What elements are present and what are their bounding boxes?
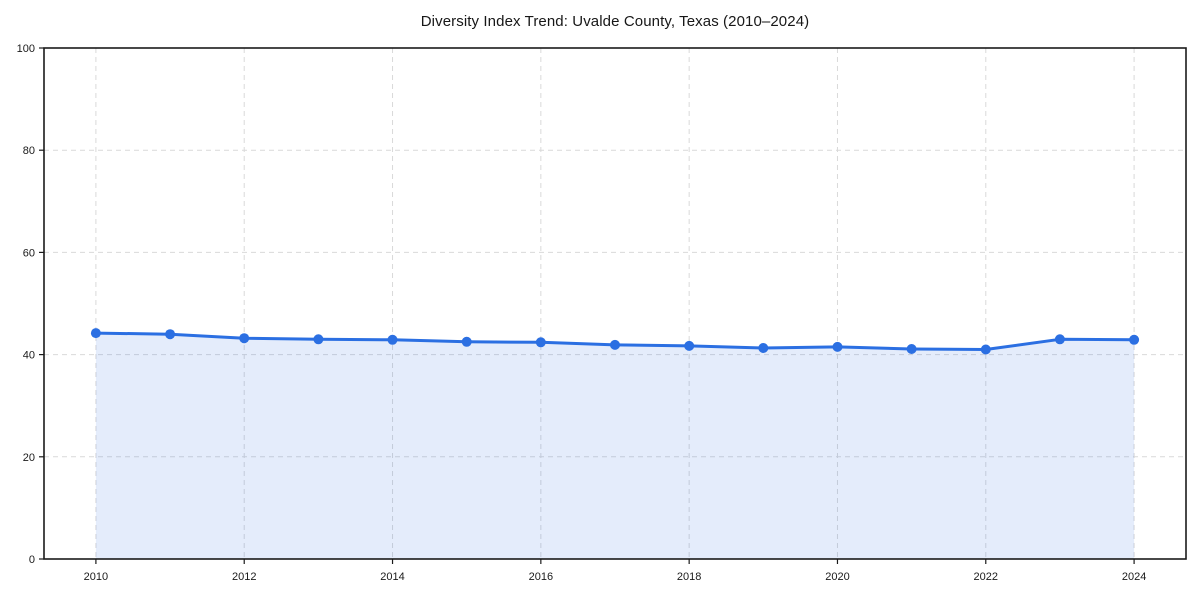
data-point-marker (1129, 334, 1140, 345)
y-tick-label: 60 (23, 247, 35, 259)
data-point-marker (535, 337, 546, 348)
x-tick-label: 2014 (380, 571, 404, 583)
data-point-marker (758, 343, 769, 353)
x-tick-label: 2010 (84, 571, 108, 583)
y-tick-label: 20 (23, 452, 35, 464)
data-point-marker (313, 334, 324, 345)
y-tick-label: 0 (29, 554, 35, 566)
y-tick-label: 40 (23, 350, 35, 362)
data-point-marker (90, 328, 101, 339)
data-point-marker (980, 344, 991, 355)
data-point-marker (461, 336, 472, 347)
data-point-marker (906, 344, 917, 354)
x-tick-label: 2012 (232, 571, 256, 583)
y-tick-label: 80 (23, 145, 35, 157)
x-tick-label: 2020 (825, 571, 849, 583)
data-point-marker (239, 333, 250, 344)
data-point-marker (387, 334, 398, 345)
x-tick-label: 2022 (974, 571, 998, 583)
area-fill (95, 333, 1135, 559)
data-point-marker (165, 329, 176, 340)
x-tick-label: 2018 (677, 571, 701, 583)
data-point-marker (1054, 334, 1065, 345)
x-tick-label: 2016 (529, 571, 553, 583)
plot-border (43, 47, 1187, 560)
data-point-marker (684, 340, 695, 351)
x-tick-label: 2024 (1122, 571, 1146, 583)
chart-title: Diversity Index Trend: Uvalde County, Te… (420, 13, 810, 30)
data-point-marker (832, 341, 843, 352)
data-point-marker (610, 339, 620, 350)
y-tick-label: 100 (17, 43, 35, 55)
